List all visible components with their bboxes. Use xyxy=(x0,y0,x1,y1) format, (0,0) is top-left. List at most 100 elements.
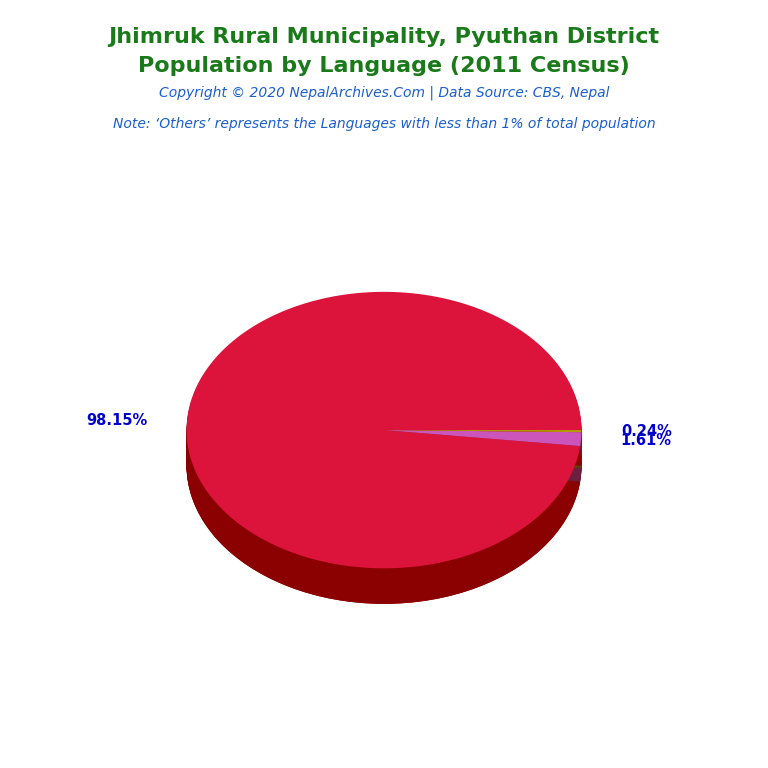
Polygon shape xyxy=(580,432,581,468)
Polygon shape xyxy=(384,442,581,444)
Polygon shape xyxy=(384,456,581,472)
Polygon shape xyxy=(384,455,581,471)
Text: Jhimruk Rural Municipality, Pyuthan District: Jhimruk Rural Municipality, Pyuthan Dist… xyxy=(108,27,660,47)
Polygon shape xyxy=(384,437,581,453)
Polygon shape xyxy=(384,450,581,452)
Polygon shape xyxy=(187,432,580,572)
Polygon shape xyxy=(384,430,581,446)
Polygon shape xyxy=(187,310,581,586)
Polygon shape xyxy=(580,432,581,482)
Text: Population by Language (2011 Census): Population by Language (2011 Census) xyxy=(138,56,630,76)
Polygon shape xyxy=(384,437,581,439)
Polygon shape xyxy=(187,432,580,597)
Polygon shape xyxy=(187,305,581,581)
Polygon shape xyxy=(384,463,581,479)
Polygon shape xyxy=(384,465,581,481)
Polygon shape xyxy=(187,432,580,588)
Polygon shape xyxy=(580,432,581,458)
Polygon shape xyxy=(384,450,581,466)
Polygon shape xyxy=(384,435,581,437)
Polygon shape xyxy=(187,432,580,580)
Polygon shape xyxy=(384,455,581,457)
Polygon shape xyxy=(187,432,580,579)
Polygon shape xyxy=(384,461,581,463)
Polygon shape xyxy=(384,432,581,435)
Text: Note: ‘Others’ represents the Languages with less than 1% of total population: Note: ‘Others’ represents the Languages … xyxy=(113,117,655,131)
Polygon shape xyxy=(580,432,581,465)
Polygon shape xyxy=(384,452,581,453)
Polygon shape xyxy=(580,432,581,462)
Polygon shape xyxy=(187,296,581,573)
Polygon shape xyxy=(580,432,581,451)
Polygon shape xyxy=(384,448,581,450)
Polygon shape xyxy=(384,443,581,459)
Polygon shape xyxy=(384,445,581,446)
Polygon shape xyxy=(384,465,581,466)
Polygon shape xyxy=(187,311,581,588)
Polygon shape xyxy=(580,432,581,477)
Polygon shape xyxy=(384,439,581,455)
Polygon shape xyxy=(580,432,581,479)
Polygon shape xyxy=(384,458,581,461)
Polygon shape xyxy=(384,445,581,460)
Polygon shape xyxy=(187,432,580,595)
Text: 1.61%: 1.61% xyxy=(621,433,671,449)
Polygon shape xyxy=(384,460,581,462)
Polygon shape xyxy=(187,306,581,582)
Polygon shape xyxy=(187,432,580,591)
Polygon shape xyxy=(187,325,581,601)
Polygon shape xyxy=(384,430,581,432)
Polygon shape xyxy=(384,435,581,451)
Polygon shape xyxy=(384,460,581,475)
Polygon shape xyxy=(187,301,581,578)
Polygon shape xyxy=(384,458,581,475)
Polygon shape xyxy=(187,314,581,591)
Polygon shape xyxy=(384,456,581,458)
Polygon shape xyxy=(187,432,580,594)
Polygon shape xyxy=(187,322,581,598)
Polygon shape xyxy=(187,316,581,593)
Polygon shape xyxy=(187,300,581,577)
Polygon shape xyxy=(384,445,581,462)
Polygon shape xyxy=(384,434,581,435)
Polygon shape xyxy=(580,432,581,473)
Polygon shape xyxy=(187,319,581,595)
Polygon shape xyxy=(384,439,581,441)
Polygon shape xyxy=(187,320,581,597)
Polygon shape xyxy=(187,324,581,601)
Polygon shape xyxy=(384,454,581,470)
Polygon shape xyxy=(580,432,581,452)
Polygon shape xyxy=(384,432,581,447)
Polygon shape xyxy=(384,452,581,468)
Polygon shape xyxy=(187,318,581,594)
Polygon shape xyxy=(384,454,581,456)
Polygon shape xyxy=(384,465,581,482)
Polygon shape xyxy=(187,432,580,583)
Polygon shape xyxy=(384,441,581,443)
Polygon shape xyxy=(580,432,581,449)
Polygon shape xyxy=(580,432,581,453)
Polygon shape xyxy=(384,447,581,449)
Polygon shape xyxy=(580,432,581,462)
Polygon shape xyxy=(580,432,581,481)
Polygon shape xyxy=(187,432,580,593)
Polygon shape xyxy=(187,432,580,571)
Polygon shape xyxy=(580,432,581,475)
Polygon shape xyxy=(384,462,581,478)
Polygon shape xyxy=(187,303,581,580)
Polygon shape xyxy=(187,326,581,603)
Polygon shape xyxy=(187,432,580,584)
Polygon shape xyxy=(384,442,581,458)
Polygon shape xyxy=(187,432,580,604)
Polygon shape xyxy=(187,432,580,592)
Polygon shape xyxy=(384,439,581,455)
Polygon shape xyxy=(580,432,581,472)
Polygon shape xyxy=(580,432,581,459)
Polygon shape xyxy=(187,316,581,592)
Polygon shape xyxy=(384,447,581,462)
Polygon shape xyxy=(580,432,581,457)
Polygon shape xyxy=(187,313,581,590)
Polygon shape xyxy=(187,432,580,585)
Polygon shape xyxy=(187,323,581,599)
Polygon shape xyxy=(580,432,581,475)
